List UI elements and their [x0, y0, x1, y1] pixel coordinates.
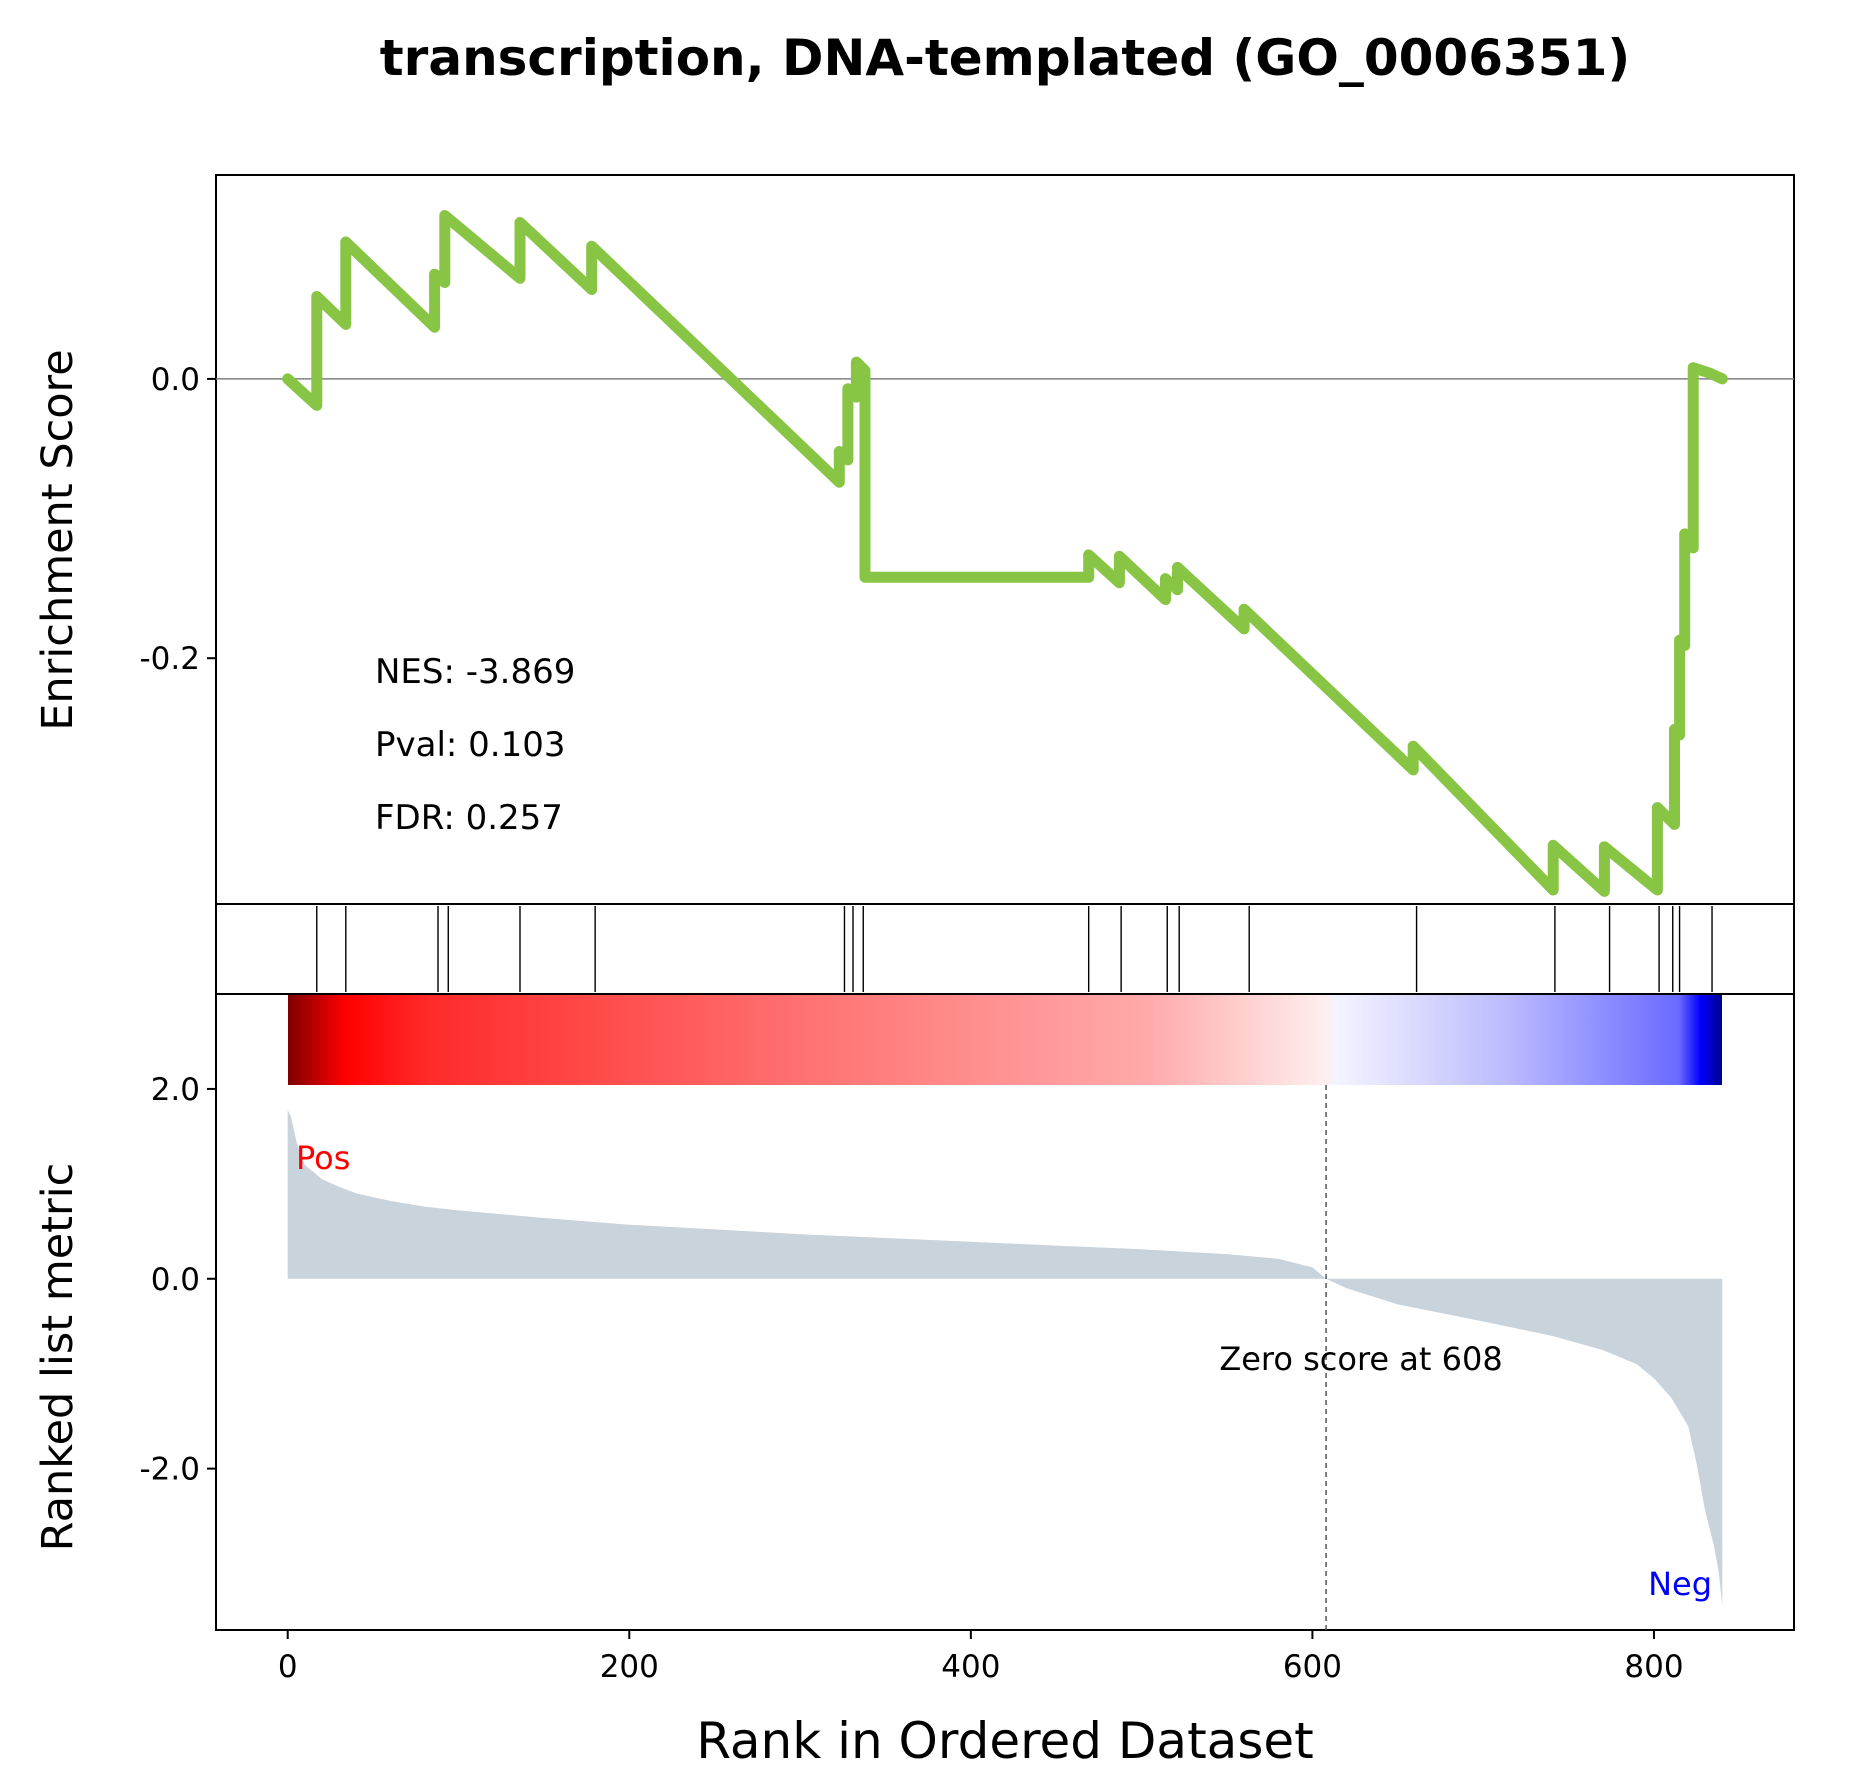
pos-label: Pos [296, 1139, 350, 1177]
es-y-tick-label: 0.0 [151, 362, 200, 398]
es-y-axis-label: Enrichment Score [33, 349, 83, 731]
es-y-ticks: 0.0 -0.2 [140, 362, 216, 677]
hits-panel-frame [215, 903, 1795, 995]
pval-stat: Pval: 0.103 [375, 725, 566, 765]
enrichment-score-panel: 0.0 -0.2 Enrichment Score NES: -3.869 Pva… [33, 174, 1795, 905]
x-tick-label: 200 [600, 1649, 659, 1685]
metric-y-tick-label: 0.0 [151, 1262, 200, 1298]
x-tick-label: 600 [1283, 1649, 1342, 1685]
metric-y-tick-label: -2.0 [140, 1452, 201, 1488]
metric-y-ticks: 2.0 0.0 -2.0 [140, 1072, 216, 1488]
rank-colorbar [288, 995, 1722, 1085]
metric-y-axis-label: Ranked list metric [33, 1163, 83, 1552]
x-tick-label: 0 [278, 1649, 298, 1685]
gene-hits-panel [215, 903, 1795, 995]
x-tick-label: 400 [941, 1649, 1000, 1685]
x-axis-label: Rank in Ordered Dataset [696, 1712, 1313, 1770]
es-running-score-line [282, 210, 1728, 897]
metric-y-tick-label: 2.0 [151, 1072, 200, 1108]
ranked-metric-fill [287, 1109, 1723, 1607]
es-panel-frame [215, 174, 1795, 905]
ranked-metric-panel: 2.0 0.0 -2.0 Ranked list metric Pos Neg Ze… [33, 993, 1795, 1631]
chart-title: transcription, DNA-templated (GO_0006351… [380, 29, 1630, 87]
ranked-metric-area [287, 1109, 1723, 1607]
gene-hit-marks [316, 906, 1713, 992]
es-series-line [282, 210, 1728, 897]
x-axis-ticks: 0 200 400 600 800 [278, 1630, 1684, 1685]
zero-score-label: Zero score at 608 [1219, 1340, 1502, 1378]
neg-label: Neg [1648, 1565, 1712, 1603]
nes-stat: NES: -3.869 [375, 652, 575, 692]
x-tick-label: 800 [1624, 1649, 1683, 1685]
metric-panel-frame [215, 993, 1795, 1631]
fdr-stat: FDR: 0.257 [375, 798, 563, 838]
es-y-tick-label: -0.2 [140, 641, 201, 677]
